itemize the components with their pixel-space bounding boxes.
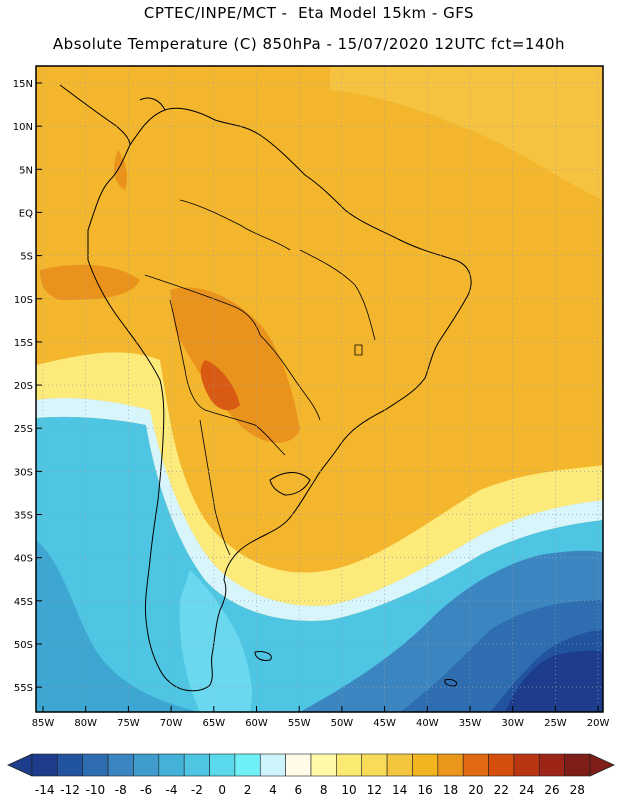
colorbar-swatch — [564, 753, 591, 777]
lon-tick-label: 65W — [202, 718, 225, 729]
colorbar-swatch — [57, 753, 84, 777]
colorbar-label: 12 — [367, 783, 382, 797]
colorbar-swatch — [462, 753, 489, 777]
lat-tick-label: 10S — [14, 295, 33, 306]
lon-tick-label: 75W — [117, 718, 140, 729]
coastline — [59, 84, 472, 692]
colorbar: -14 -12 -10 -8 -6 -4 -2 0 2 4 6 8 10 12 14 16 18 20 22 24 26… — [7, 753, 615, 797]
lon-tick-label: 55W — [288, 718, 311, 729]
colorbar-label: 10 — [341, 783, 356, 797]
colorbar-swatch — [361, 753, 388, 777]
colorbar-swatch — [158, 753, 185, 777]
colorbar-swatch — [259, 753, 286, 777]
colorbar-label: -2 — [191, 783, 203, 797]
lat-tick-label: 25S — [14, 424, 33, 435]
lon-tick-label: 30W — [501, 718, 524, 729]
colorbar-swatch — [336, 753, 363, 777]
temperature-field — [36, 66, 603, 712]
lon-tick-label: 80W — [74, 718, 97, 729]
colorbar-label: 24 — [519, 783, 534, 797]
lon-tick-label: 35W — [459, 718, 482, 729]
plot-frame — [35, 65, 604, 713]
lat-tick-label: 20S — [14, 381, 33, 392]
colorbar-label: 8 — [320, 783, 328, 797]
colorbar-swatch — [488, 753, 515, 777]
colorbar-swatch — [437, 753, 464, 777]
colorbar-high-arrow — [589, 753, 615, 777]
lat-tick-label: 40S — [14, 554, 33, 565]
lon-tick-label: 20W — [587, 718, 610, 729]
lat-tick-label: 50S — [14, 640, 33, 651]
lat-tick-label: 5S — [20, 252, 33, 263]
colorbar-label: -12 — [60, 783, 80, 797]
colorbar-label: 4 — [269, 783, 277, 797]
map-title-line2: Absolute Temperature (C) 850hPa - 15/07/… — [52, 35, 566, 53]
lon-tick-label: 70W — [160, 718, 183, 729]
colorbar-label: 28 — [570, 783, 585, 797]
colorbar-label: 14 — [392, 783, 407, 797]
colorbar-swatch — [310, 753, 337, 777]
colorbar-low-arrow — [7, 753, 33, 777]
graticule — [36, 66, 603, 712]
colorbar-swatch — [386, 753, 413, 777]
longitude-labels: 85W 80W 75W 70W 65W 60W 55W 50W 45W 40W 35W 30W 25W 2… — [32, 706, 610, 729]
colorbar-swatch — [107, 753, 134, 777]
colorbar-label: -10 — [86, 783, 106, 797]
lat-tick-label: 30S — [14, 467, 33, 478]
colorbar-label: 22 — [494, 783, 509, 797]
colorbar-swatch — [412, 753, 439, 777]
lon-tick-label: 50W — [331, 718, 354, 729]
lon-tick-label: 40W — [416, 718, 439, 729]
colorbar-label: 18 — [443, 783, 458, 797]
colorbar-label: 6 — [294, 783, 302, 797]
colorbar-swatch — [538, 753, 565, 777]
colorbar-swatch — [183, 753, 210, 777]
colorbar-label: 16 — [417, 783, 432, 797]
lat-tick-label: 15N — [13, 79, 33, 90]
colorbar-swatch — [31, 753, 58, 777]
lon-tick-label: 85W — [32, 718, 55, 729]
lat-tick-label: 35S — [14, 511, 33, 522]
colorbar-swatch — [82, 753, 109, 777]
lat-tick-label: EQ — [19, 208, 33, 219]
colorbar-label: 20 — [468, 783, 483, 797]
colorbar-label: -6 — [140, 783, 152, 797]
latitude-labels: 15N 10N 5N EQ 5S 10S 15S 20S 25S 30S 35S 40S 45S 50S 5… — [13, 79, 42, 694]
lat-tick-label: 10N — [13, 122, 33, 133]
colorbar-label: 2 — [244, 783, 252, 797]
colorbar-swatch — [234, 753, 261, 777]
colorbar-swatch — [209, 753, 236, 777]
lat-tick-label: 45S — [14, 597, 33, 608]
lat-tick-label: 5N — [19, 165, 33, 176]
lon-tick-label: 25W — [544, 718, 567, 729]
colorbar-label: 0 — [218, 783, 226, 797]
lon-tick-label: 45W — [373, 718, 396, 729]
colorbar-swatch — [285, 753, 312, 777]
colorbar-label: 26 — [544, 783, 559, 797]
colorbar-label: -14 — [35, 783, 55, 797]
colorbar-label: -8 — [115, 783, 127, 797]
lat-tick-label: 55S — [14, 683, 33, 694]
lon-tick-label: 60W — [245, 718, 268, 729]
colorbar-swatch — [133, 753, 160, 777]
colorbar-swatch — [513, 753, 540, 777]
map-title-line1: CPTEC/INPE/MCT - Eta Model 15km - GFS — [143, 4, 475, 22]
country-borders — [144, 199, 376, 556]
lat-tick-label: 15S — [14, 338, 33, 349]
colorbar-label: -4 — [166, 783, 178, 797]
